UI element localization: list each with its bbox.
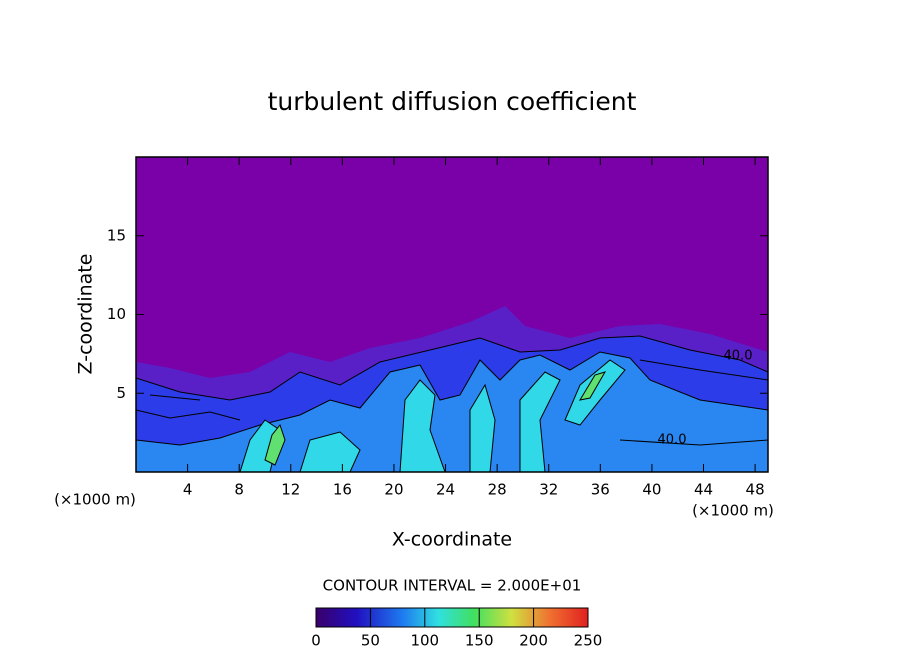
- x-tick-label: 20: [384, 481, 403, 499]
- x-tick-label: 48: [746, 481, 765, 499]
- colorbar-tick-label: 150: [465, 632, 494, 650]
- colorbar-tick-label: 250: [574, 632, 603, 650]
- x-tick-label: 36: [591, 481, 610, 499]
- colorbar-tick-label: 200: [519, 632, 548, 650]
- y-tick-label: 15: [107, 226, 126, 244]
- x-tick-label: 16: [333, 481, 352, 499]
- x-unit-label: (×1000 m): [54, 491, 136, 509]
- y-tick-label: 5: [116, 384, 126, 402]
- contour-label: 40.0: [724, 349, 753, 364]
- x-axis-label: X-coordinate: [392, 529, 512, 551]
- x-tick-label: 28: [488, 481, 507, 499]
- contour-field: [136, 157, 768, 472]
- colorbar: [315, 607, 589, 628]
- colorbar-tick-label: 50: [361, 632, 380, 650]
- y-tick-label: 10: [107, 305, 126, 323]
- colorbar-tick-label: 0: [311, 632, 321, 650]
- x-unit-label: (×1000 m): [692, 502, 774, 520]
- x-tick-label: 40: [642, 481, 661, 499]
- x-tick-label: 44: [694, 481, 713, 499]
- x-tick-label: 24: [436, 481, 455, 499]
- x-tick-label: 8: [234, 481, 244, 499]
- x-tick-label: 4: [183, 481, 193, 499]
- contour-label: 40.0: [658, 433, 687, 448]
- chart-title: turbulent diffusion coefficient: [268, 87, 637, 116]
- colorbar-tick-label: 100: [410, 632, 439, 650]
- y-axis-label: Z-coordinate: [75, 254, 97, 375]
- contour-interval: CONTOUR INTERVAL = 2.000E+01: [323, 577, 582, 595]
- x-tick-label: 12: [281, 481, 300, 499]
- x-tick-label: 32: [539, 481, 558, 499]
